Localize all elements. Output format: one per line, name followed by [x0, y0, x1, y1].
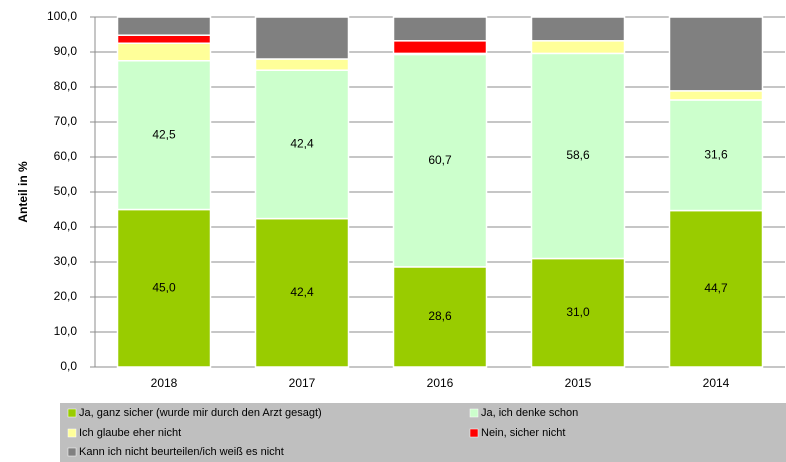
y-tick-label: 30,0 [54, 254, 78, 268]
y-tick-label: 60,0 [54, 149, 78, 163]
legend-label: Nein, sicher nicht [481, 427, 565, 439]
bar-segment [530, 257, 626, 368]
x-tick-label: 2018 [151, 376, 178, 390]
bar-segment [254, 69, 350, 220]
bar-segment [530, 16, 626, 42]
legend-label: Ja, ganz sicher (wurde mir durch den Arz… [79, 407, 322, 419]
bar-segment [668, 90, 764, 101]
y-tick-label: 50,0 [54, 184, 78, 198]
bar-segment [116, 42, 212, 62]
y-tick-label: 40,0 [54, 219, 78, 233]
data-label: 45,0 [152, 280, 176, 294]
legend-label: Ja, ich denke schon [481, 407, 578, 419]
bar-segment [116, 16, 212, 36]
data-label: 42,4 [290, 137, 314, 151]
bar-segment [668, 16, 764, 92]
data-label: 58,6 [566, 148, 590, 162]
bar-segment [530, 52, 626, 260]
y-tick-label: 10,0 [54, 324, 78, 338]
data-label: 31,0 [566, 305, 590, 319]
y-tick-label: 20,0 [54, 289, 78, 303]
y-axis-label: Anteil in % [16, 161, 30, 223]
legend-swatch [469, 428, 479, 438]
legend-label: Kann ich nicht beurteilen/ich weiß es ni… [79, 446, 284, 458]
bar-segment [668, 99, 764, 212]
x-tick-label: 2016 [427, 376, 454, 390]
bar-segment [116, 34, 212, 45]
y-tick-label: 90,0 [54, 44, 78, 58]
y-tick-label: 0,0 [60, 359, 77, 373]
data-label: 60,7 [428, 153, 452, 167]
bar-segment [530, 40, 626, 55]
data-label: 42,5 [152, 127, 176, 141]
legend-swatch [67, 408, 77, 418]
y-tick-label: 70,0 [54, 114, 78, 128]
bar-segment [392, 40, 488, 55]
legend-swatch [67, 447, 77, 457]
y-tick-label: 100,0 [47, 9, 77, 23]
data-label: 28,6 [428, 309, 452, 323]
bar-segment [254, 16, 350, 60]
data-label: 42,4 [290, 285, 314, 299]
y-tick-label: 80,0 [54, 79, 78, 93]
bar-segment [116, 60, 212, 211]
bar-segment [392, 53, 488, 268]
x-tick-label: 2017 [289, 376, 316, 390]
x-tick-label: 2015 [565, 376, 592, 390]
bar-segment [392, 16, 488, 42]
bar-segment [254, 217, 350, 368]
bar-segment [116, 208, 212, 368]
data-label: 44,7 [704, 281, 728, 295]
legend-swatch [67, 428, 77, 438]
data-label: 31,6 [704, 147, 728, 161]
legend-box [60, 403, 786, 462]
x-tick-label: 2014 [703, 376, 730, 390]
legend-swatch [469, 408, 479, 418]
bar-segment [254, 58, 350, 71]
bar-segment [392, 266, 488, 368]
legend-label: Ich glaube eher nicht [79, 427, 181, 439]
bar-segment [668, 209, 764, 368]
